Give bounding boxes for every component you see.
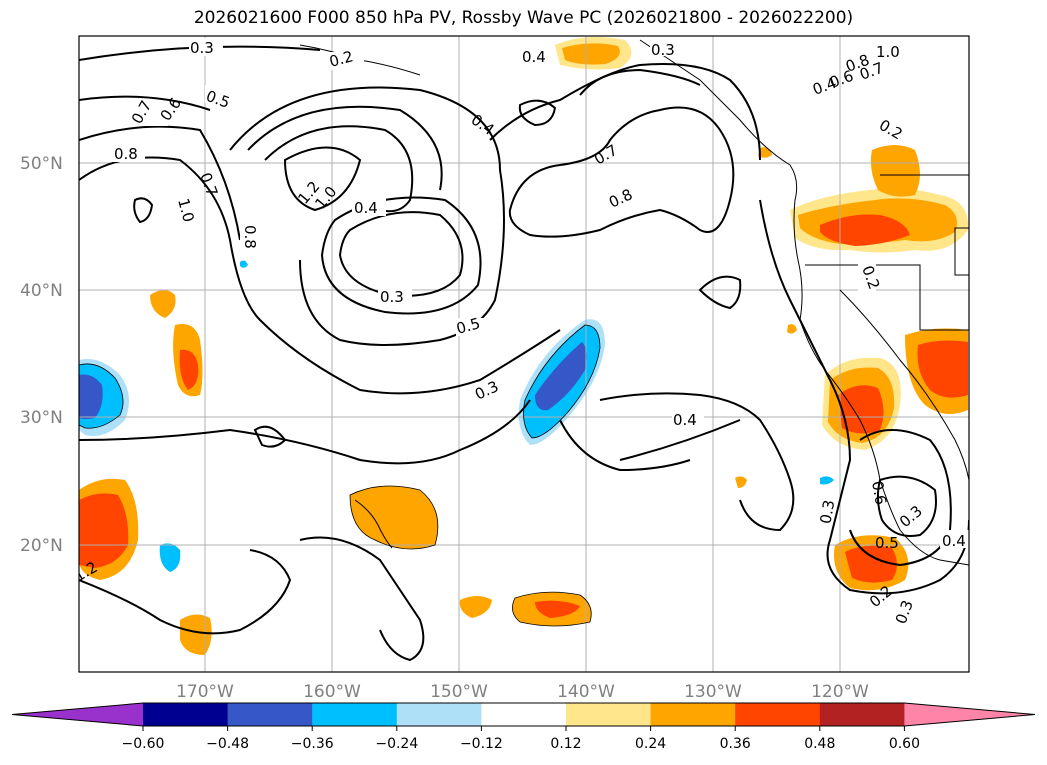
lat-label: 30°N — [20, 408, 63, 428]
lat-label: 20°N — [20, 536, 63, 556]
contour-label: 0.4 — [522, 48, 546, 66]
colorbar-segment — [396, 703, 482, 726]
colorbar-extend-high — [904, 703, 1035, 726]
contour-label: 1.0 — [174, 196, 198, 224]
colorbar-segment — [143, 703, 229, 726]
lon-label: 150°W — [430, 682, 488, 702]
colorbar-tick-label: −0.60 — [122, 736, 165, 752]
contour-label: 0.3 — [651, 41, 675, 59]
contour-label: 0.5 — [875, 534, 899, 552]
colorbar-tick-label: −0.12 — [460, 736, 503, 752]
contour-labels: 0.3 0.2 0.5 0.7 0.6 0.8 0.7 1.0 0.8 1.2 … — [79, 38, 969, 626]
colorbar-segment — [481, 703, 567, 726]
contour-label: 0.4 — [673, 411, 697, 429]
colorbar-segment — [312, 703, 398, 726]
colorbar-tick-label: 0.24 — [635, 736, 666, 752]
contour-label: 0.4 — [354, 199, 378, 217]
lon-label: 120°W — [811, 682, 869, 702]
colorbar-tick-label: 0.36 — [720, 736, 751, 752]
map-title: 2026021600 F000 850 hPa PV, Rossby Wave … — [193, 8, 854, 28]
lon-label: 140°W — [557, 682, 615, 702]
colorbar-tick-label: 0.60 — [889, 736, 920, 752]
map-area: 0.3 0.2 0.5 0.7 0.6 0.8 0.7 1.0 0.8 1.2 … — [79, 36, 969, 672]
lon-label: 170°W — [176, 682, 234, 702]
colorbar: −0.60 −0.48 −0.36 −0.24 −0.12 0.12 0.24 0.36 0.4… — [11, 702, 1036, 752]
contour-label: 0.4 — [942, 532, 966, 550]
map-frame — [78, 35, 970, 673]
colorbar-tick-label: −0.48 — [206, 736, 249, 752]
colorbar-extend-low — [12, 703, 143, 726]
pv-contours — [79, 45, 969, 662]
colorbar-tick-label: 0.48 — [804, 736, 835, 752]
colorbar-tick-label: −0.36 — [291, 736, 334, 752]
lon-label: 160°W — [303, 682, 361, 702]
colorbar-tick-label: 0.12 — [550, 736, 581, 752]
colorbar-segment — [819, 703, 905, 726]
graticule — [79, 36, 969, 672]
contour-label: 0.3 — [190, 39, 214, 57]
colorbar-segment — [650, 703, 736, 726]
positive-anomaly-regions — [79, 36, 969, 655]
contour-label: 1.0 — [876, 43, 900, 61]
contour-label: 0.8 — [114, 145, 138, 163]
colorbar-segment — [566, 703, 652, 726]
colorbar-tick-label: −0.24 — [375, 736, 418, 752]
contour-label: 0.3 — [817, 499, 839, 526]
lat-label: 40°N — [20, 281, 63, 301]
contour-label: 0.3 — [380, 288, 404, 306]
contour-label: 0.5 — [454, 314, 482, 338]
anomaly-outlines — [79, 324, 601, 627]
lat-label: 50°N — [20, 154, 63, 174]
contour-label: 0.2 — [327, 47, 355, 71]
colorbar-segment — [227, 703, 313, 726]
colorbar-segment — [735, 703, 821, 726]
contour-label: 0.8 — [241, 225, 259, 249]
lon-label: 130°W — [684, 682, 742, 702]
contour-label: 0.6 — [868, 480, 890, 507]
